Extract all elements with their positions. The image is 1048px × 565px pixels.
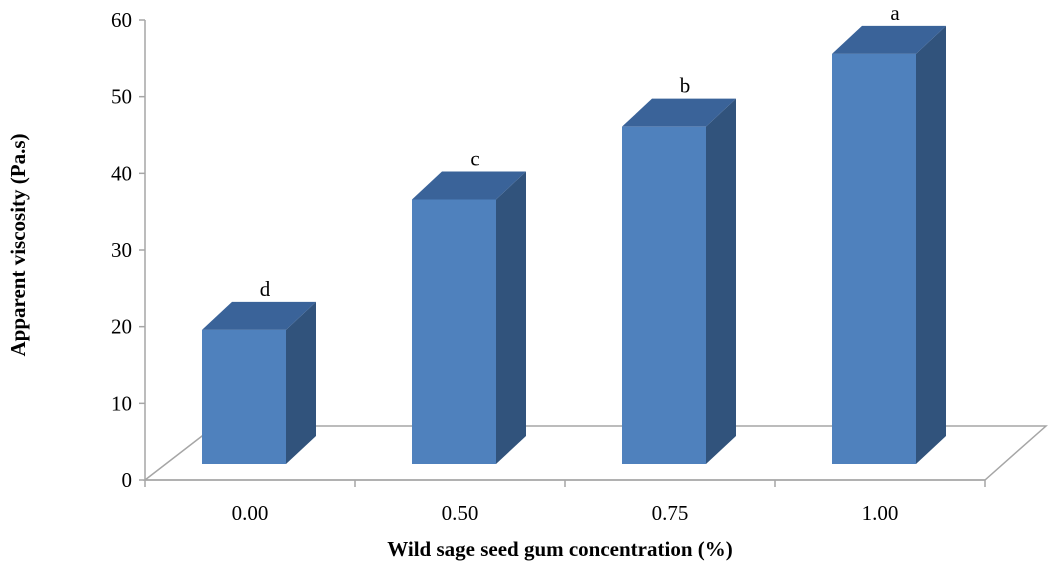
bar-data-label: a [890,1,900,25]
bar-front-face [622,126,706,465]
bar-top-face [622,98,736,127]
bar-front-face [832,53,916,464]
bar [832,25,946,464]
x-tick-label: 0.75 [652,501,689,525]
bar-top-face [832,25,946,54]
y-tick-label: 30 [111,238,132,262]
bars [202,25,946,465]
bar [412,171,526,464]
x-tick-label: 0.50 [442,501,479,525]
bar-front-face [412,199,496,464]
data-labels: d c b a [260,1,901,301]
y-tick-label: 20 [111,315,132,339]
bar-side-face [706,98,736,465]
x-axis-title: Wild sage seed gum concentration (%) [387,537,733,561]
bar-top-face [412,171,526,200]
bar-side-face [496,171,526,464]
bar-side-face [916,25,946,464]
y-tick-label: 60 [111,8,132,32]
bar-top-face [202,301,316,330]
bar-data-label: c [470,147,479,171]
bar-front-face [202,329,286,464]
bar-data-label: b [680,74,691,98]
x-tick-label: 0.00 [232,501,269,525]
bar-data-label: d [260,277,271,301]
axes: 0 10 20 30 40 50 60 0.00 0.50 0.75 1.00 [111,8,986,525]
bar [202,301,316,464]
y-tick-label: 50 [111,85,132,109]
y-tick-label: 0 [122,468,133,492]
x-tick-label: 1.00 [862,501,899,525]
bar [622,98,736,465]
y-tick-label: 40 [111,161,132,185]
y-axis-title: Apparent viscosity (Pa.s) [6,133,30,356]
y-tick-label: 10 [111,391,132,415]
bar-side-face [286,301,316,464]
